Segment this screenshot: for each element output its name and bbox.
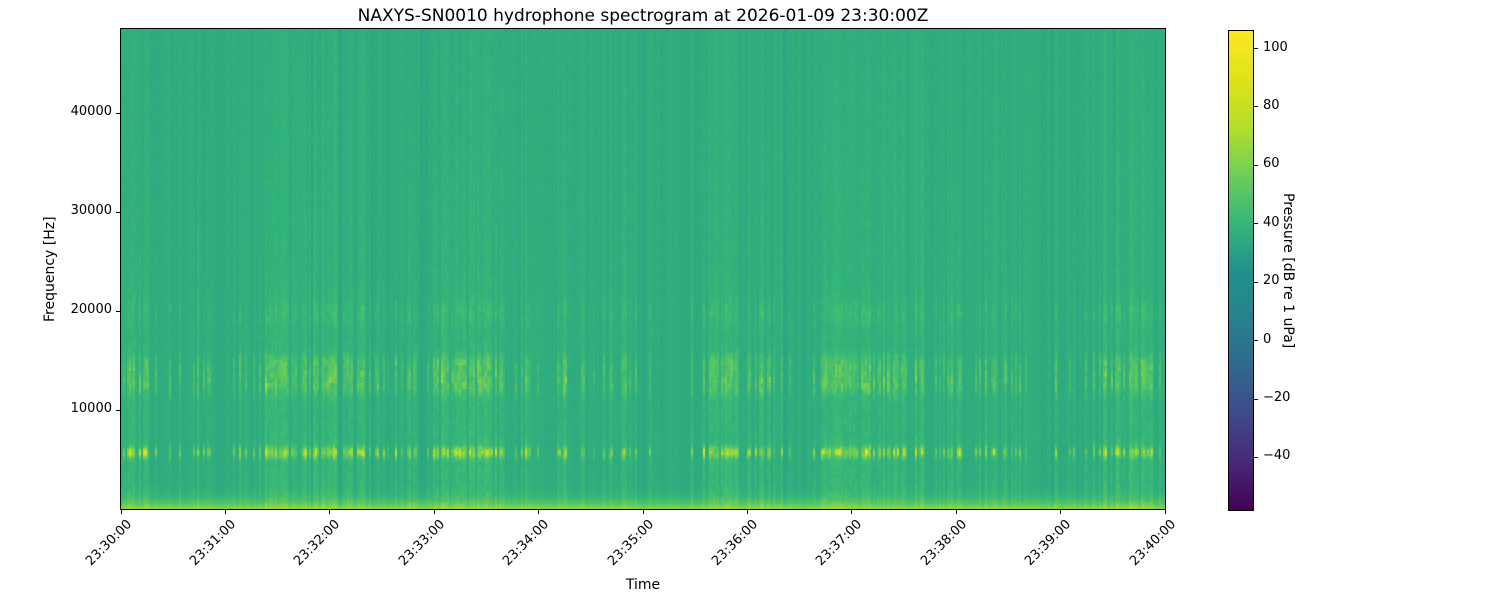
y-axis-label: Frequency [Hz] <box>42 216 58 322</box>
x-axis-tick-label: 23:37:00 <box>813 517 866 569</box>
colorbar-tick-label: 100 <box>1263 39 1288 55</box>
colorbar-tick-label: 20 <box>1263 273 1280 289</box>
x-axis-tick <box>433 510 435 514</box>
x-axis-tick <box>329 510 331 514</box>
colorbar-tick <box>1254 48 1258 50</box>
x-axis-tick <box>120 510 122 514</box>
colorbar-tick <box>1254 398 1258 400</box>
plot-area <box>120 28 1166 510</box>
y-axis-tick <box>116 211 120 213</box>
colorbar-tick <box>1254 456 1258 458</box>
y-axis-tick-label: 40000 <box>70 104 112 120</box>
y-axis-tick <box>116 310 120 312</box>
y-axis-tick-label: 10000 <box>70 401 112 417</box>
spectrogram-canvas <box>121 29 1165 509</box>
colorbar-tick-label: 40 <box>1263 214 1280 230</box>
colorbar-label: Pressure [dB re 1 uPa] <box>1280 192 1296 349</box>
colorbar-tick <box>1254 223 1258 225</box>
colorbar <box>1228 30 1254 511</box>
chart-title: NAXYS-SN0010 hydrophone spectrogram at 2… <box>357 6 929 26</box>
y-axis-tick-label: 30000 <box>70 203 112 219</box>
x-axis-tick-label: 23:36:00 <box>709 517 762 569</box>
x-axis-tick-label: 23:35:00 <box>604 517 657 569</box>
x-axis-tick-label: 23:39:00 <box>1022 517 1075 569</box>
colorbar-tick <box>1254 281 1258 283</box>
x-axis-tick <box>224 510 226 514</box>
x-axis-tick-label: 23:38:00 <box>917 517 970 569</box>
x-axis-tick-label: 23:33:00 <box>395 517 448 569</box>
x-axis-tick-label: 23:34:00 <box>500 517 553 569</box>
x-axis-tick-label: 23:40:00 <box>1126 517 1179 569</box>
x-axis-tick-label: 23:31:00 <box>187 517 240 569</box>
colorbar-tick-label: −20 <box>1263 390 1291 405</box>
x-axis-label: Time <box>625 577 661 593</box>
colorbar-tick <box>1254 106 1258 108</box>
x-axis-tick <box>642 510 644 514</box>
x-axis-tick <box>538 510 540 514</box>
x-axis-tick-label: 23:32:00 <box>291 517 344 569</box>
x-axis-tick-label: 23:30:00 <box>82 517 135 569</box>
x-axis-tick <box>746 510 748 514</box>
colorbar-tick-label: −40 <box>1263 448 1291 464</box>
colorbar-tick-label: 60 <box>1263 156 1280 172</box>
x-axis-tick <box>1060 510 1062 514</box>
colorbar-tick-label: 80 <box>1263 97 1280 113</box>
y-axis-tick-label: 20000 <box>70 302 112 318</box>
colorbar-tick <box>1254 340 1258 342</box>
y-axis-tick <box>116 409 120 411</box>
x-axis-tick <box>1164 510 1166 514</box>
colorbar-tick-label: 0 <box>1263 331 1272 347</box>
colorbar-tick <box>1254 164 1258 166</box>
x-axis-tick <box>955 510 957 514</box>
y-axis-tick <box>116 112 120 114</box>
x-axis-tick <box>851 510 853 514</box>
